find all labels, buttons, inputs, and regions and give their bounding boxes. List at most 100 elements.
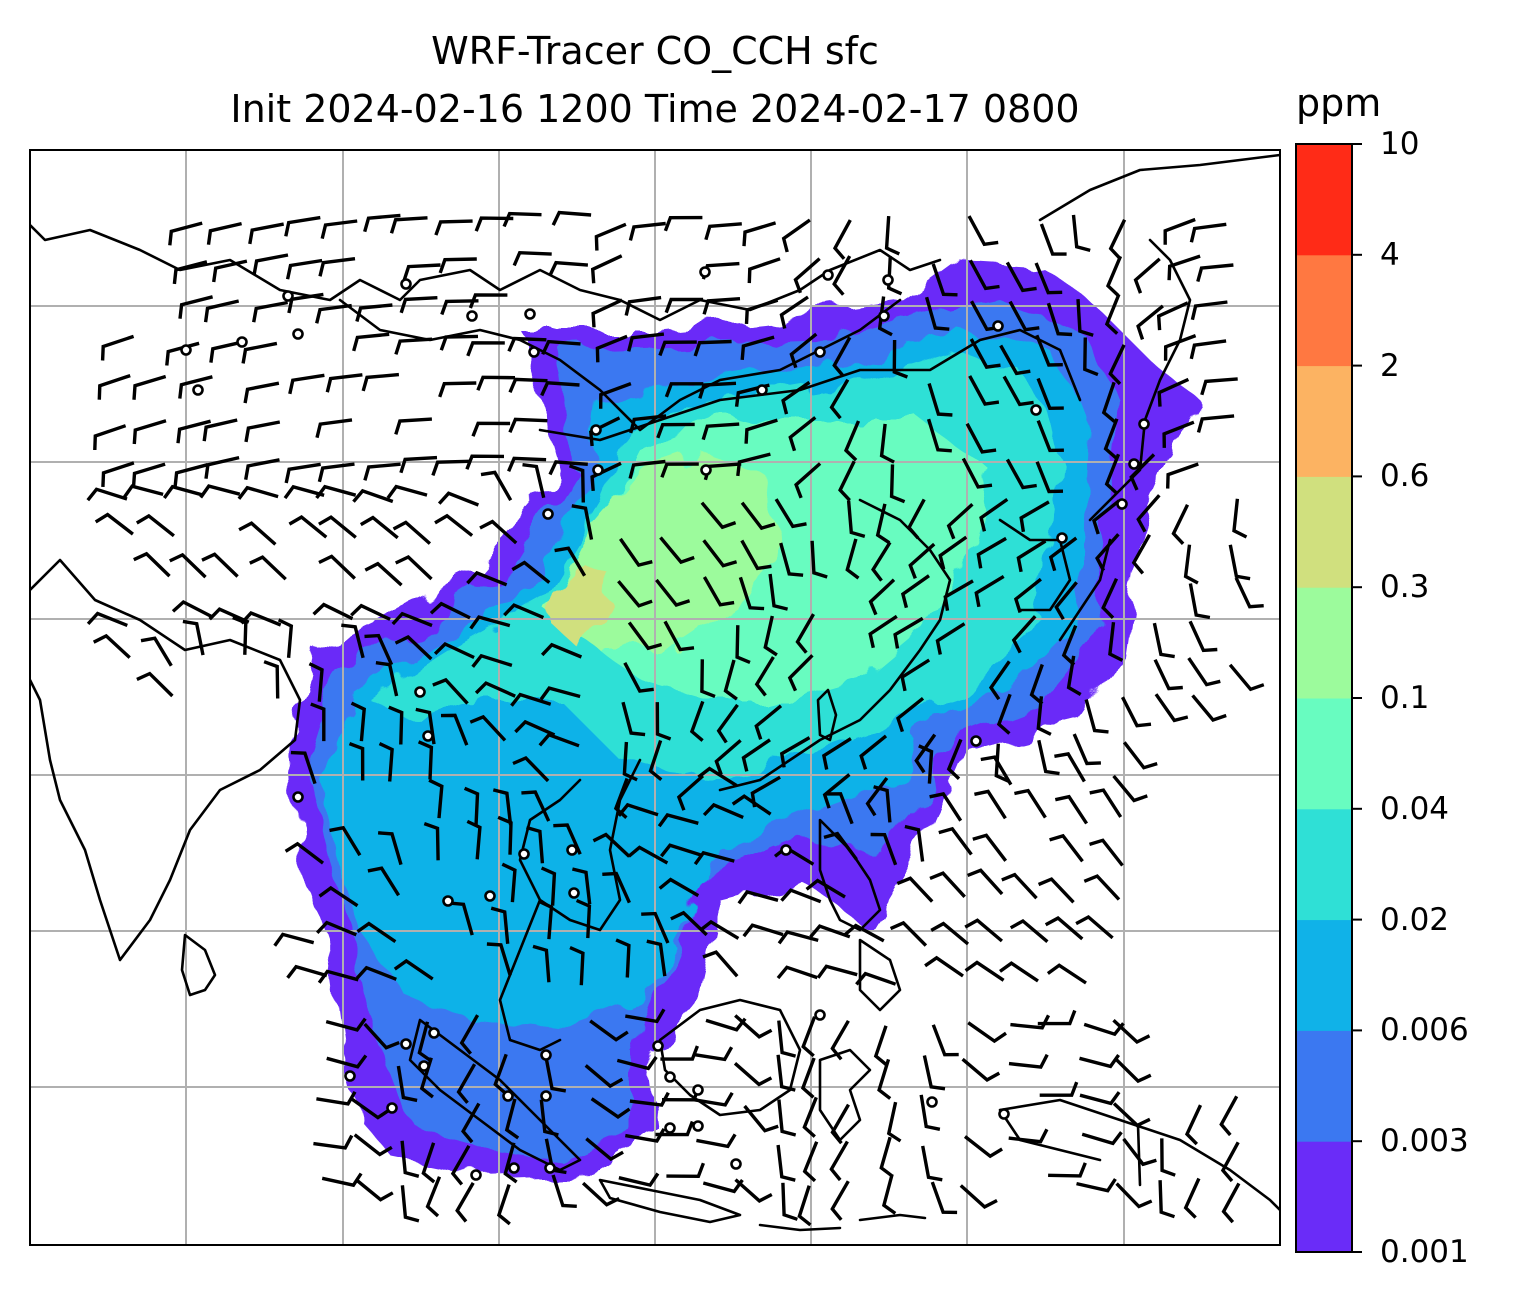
calm-station-circle <box>692 1120 704 1132</box>
wind-barb <box>1029 663 1044 706</box>
wind-barb <box>1200 377 1238 396</box>
wind-barb <box>731 794 772 816</box>
wind-barb <box>622 741 638 782</box>
wind-barb <box>329 825 362 857</box>
coast-indochina <box>498 758 642 1052</box>
wind-barb <box>263 660 280 699</box>
wind-barb <box>886 256 903 296</box>
wind-barb <box>315 484 357 500</box>
wind-barb <box>788 416 817 452</box>
wind-barb <box>931 1024 959 1057</box>
calm-station-circle <box>1116 498 1128 510</box>
wind-barb <box>1046 963 1087 985</box>
wind-barb <box>1115 1182 1153 1209</box>
wind-barb <box>1184 1104 1203 1146</box>
calm-station-circle <box>998 1108 1010 1120</box>
wind-barb <box>660 462 699 478</box>
wind-barb <box>627 332 665 352</box>
wind-barb <box>615 938 631 978</box>
calm-station-circle <box>508 1162 520 1174</box>
wind-barb <box>1219 1095 1239 1137</box>
colorbar-bin-1 <box>1296 1030 1352 1142</box>
wind-barb <box>968 375 1000 406</box>
wind-barb <box>884 215 901 256</box>
wind-barb <box>927 383 953 417</box>
calm-station-circle <box>470 1169 482 1181</box>
wind-barb <box>832 219 852 260</box>
wind-barb <box>881 1173 897 1215</box>
wind-barb <box>1171 504 1190 545</box>
wind-barb <box>1104 293 1121 335</box>
wind-barb <box>168 221 203 246</box>
wind-barb <box>352 332 390 352</box>
calm-station-circle <box>756 384 768 396</box>
wind-barb <box>348 742 365 781</box>
wind-barb <box>809 924 851 939</box>
calm-station-circle <box>292 328 304 340</box>
colorbar-tick-label: 0.1 <box>1380 680 1430 716</box>
wind-barb <box>740 539 772 571</box>
wind-barb <box>628 459 666 479</box>
wind-barb <box>802 1096 818 1138</box>
wind-barb <box>312 602 354 621</box>
wind-barb <box>670 910 708 937</box>
wind-barb <box>320 219 358 240</box>
wind-barb <box>1101 381 1116 423</box>
wind-barb <box>700 659 716 698</box>
wind-barb <box>353 1133 393 1157</box>
wind-barb <box>735 625 751 664</box>
coast-newguinea <box>998 1098 1280 1212</box>
wind-barb <box>1153 658 1183 691</box>
calm-station-circle <box>590 424 602 436</box>
wind-barb <box>1010 1014 1051 1030</box>
wind-barb <box>1120 696 1152 728</box>
wind-barb <box>425 1176 442 1218</box>
wind-barb <box>399 455 438 474</box>
wind-barb <box>663 620 695 652</box>
wind-barb <box>514 719 556 737</box>
wind-barb <box>288 515 328 539</box>
wind-barb <box>886 1101 902 1143</box>
colorbar <box>1296 144 1352 1253</box>
wind-barb <box>845 538 860 580</box>
wind-barb <box>781 218 811 253</box>
calm-station-circle <box>524 308 536 320</box>
wind-barb <box>1076 298 1094 337</box>
wind-barb <box>1104 453 1121 495</box>
calm-station-circle <box>878 310 890 322</box>
wind-barb <box>438 257 477 274</box>
wind-barb <box>286 964 328 979</box>
wind-barb <box>701 422 740 441</box>
wind-barb <box>714 739 742 776</box>
wind-barb <box>889 920 928 947</box>
wind-barb <box>315 303 352 324</box>
wind-barb <box>212 259 248 283</box>
wind-barb <box>787 654 814 692</box>
wind-barb <box>548 260 589 277</box>
wind-barb <box>252 253 289 276</box>
wind-barb <box>479 519 518 545</box>
wind-barb <box>656 422 695 439</box>
calm-station-circle <box>1030 404 1042 416</box>
wind-barb <box>921 1145 943 1182</box>
wind-barb <box>655 1120 694 1137</box>
wind-barb <box>544 1056 567 1093</box>
wind-barb <box>315 418 353 439</box>
wind-barb <box>702 802 744 819</box>
wind-barb <box>456 1063 477 1104</box>
wind-barb <box>133 551 171 578</box>
wind-barb <box>1001 872 1038 900</box>
wind-barb <box>702 950 739 978</box>
wind-barb <box>777 1020 797 1058</box>
wind-barb <box>378 742 394 782</box>
wind-barb <box>938 535 968 570</box>
wind-barb <box>325 373 363 393</box>
colorbar-bin-5 <box>1296 587 1352 699</box>
wind-barb <box>740 501 776 531</box>
wind-barb <box>350 701 366 742</box>
wind-barb <box>497 815 513 855</box>
calm-station-circle <box>414 686 426 698</box>
wind-barb <box>1036 696 1052 736</box>
wind-barb <box>438 381 477 398</box>
wind-barb <box>350 1097 391 1120</box>
